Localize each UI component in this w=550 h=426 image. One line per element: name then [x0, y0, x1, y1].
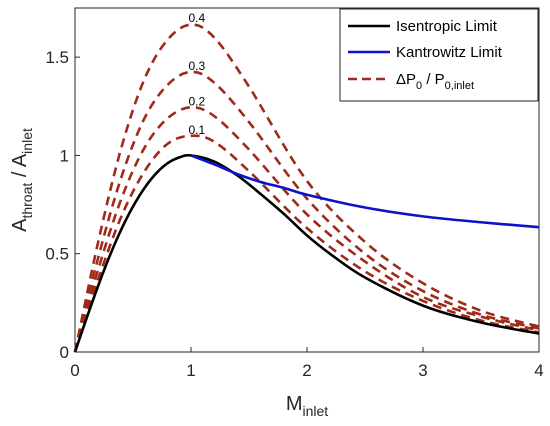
annotation-layer: 0.4 0.3 0.2 0.1	[188, 11, 205, 137]
curve-annotation: 0.4	[188, 11, 205, 25]
y-tick-label: 0.5	[45, 245, 69, 264]
x-tick-label: 2	[302, 361, 311, 380]
y-axis-label-sep: /	[9, 167, 31, 183]
legend: Isentropic Limit Kantrowitz Limit ΔP0 / …	[339, 8, 539, 102]
x-axis-label-main: M	[286, 393, 303, 415]
series-layer	[73, 23, 540, 353]
legend-dashed-sub1: 0	[416, 80, 422, 92]
curve-annotation: 0.3	[188, 59, 205, 73]
x-axis-label-sub: inlet	[302, 403, 328, 419]
y-axis-label-main1: A	[9, 218, 31, 232]
series-line-dp_0-2	[73, 105, 540, 353]
legend-box	[339, 8, 539, 102]
legend-dashed-sub2: 0,inlet	[445, 80, 474, 92]
series-line-kantrowitz	[190, 154, 540, 229]
legend-dashed-mid: / P	[422, 71, 445, 88]
series-line-dp_0-3	[73, 70, 540, 353]
series-line-dp_0-1	[73, 134, 540, 353]
y-axis-label-main2: A	[9, 153, 31, 167]
x-tick-label: 3	[418, 361, 427, 380]
series-line-dp_0-4	[73, 23, 540, 353]
y-tick-label: 1	[60, 146, 69, 165]
legend-label-kantrowitz: Kantrowitz Limit	[396, 44, 503, 61]
curve-annotation: 0.1	[188, 123, 205, 137]
legend-label-isentropic: Isentropic Limit	[396, 18, 498, 35]
y-tick-label: 0	[60, 343, 69, 362]
x-axis-label: Minlet	[286, 393, 328, 419]
legend-dashed-prefix: ΔP	[396, 71, 416, 88]
x-tick-label: 0	[70, 361, 79, 380]
y-tick-label: 1.5	[45, 48, 69, 67]
x-tick-label: 4	[534, 361, 543, 380]
x-tick-label: 1	[186, 361, 195, 380]
y-axis-label: Athroat / Ainlet	[9, 128, 35, 232]
legend-label-dashed: ΔP0 / P0,inlet	[396, 71, 474, 92]
curve-annotation: 0.2	[188, 94, 205, 108]
y-axis-label-sub1: throat	[19, 183, 35, 219]
y-axis-label-sub2: inlet	[19, 128, 35, 154]
ticks-layer: 0 1 2 3 4 0 0.5 1 1.5	[45, 48, 543, 380]
